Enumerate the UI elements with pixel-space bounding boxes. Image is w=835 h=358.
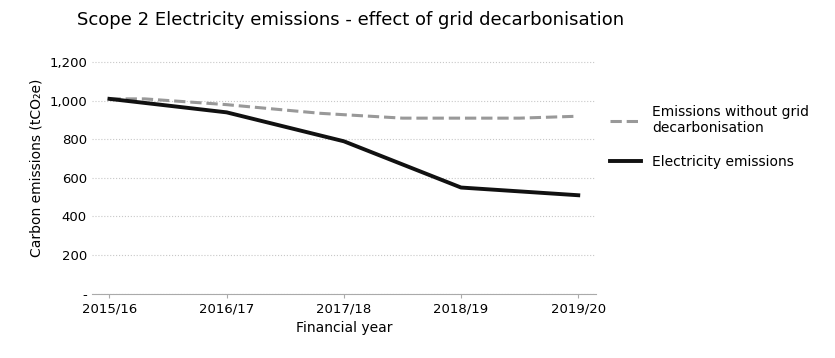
X-axis label: Financial year: Financial year [296, 321, 392, 335]
Legend: Emissions without grid
decarbonisation, Electricity emissions: Emissions without grid decarbonisation, … [610, 105, 809, 169]
Y-axis label: Carbon emissions (tCO₂e): Carbon emissions (tCO₂e) [29, 79, 43, 257]
Text: Scope 2 Electricity emissions - effect of grid decarbonisation: Scope 2 Electricity emissions - effect o… [77, 11, 625, 29]
